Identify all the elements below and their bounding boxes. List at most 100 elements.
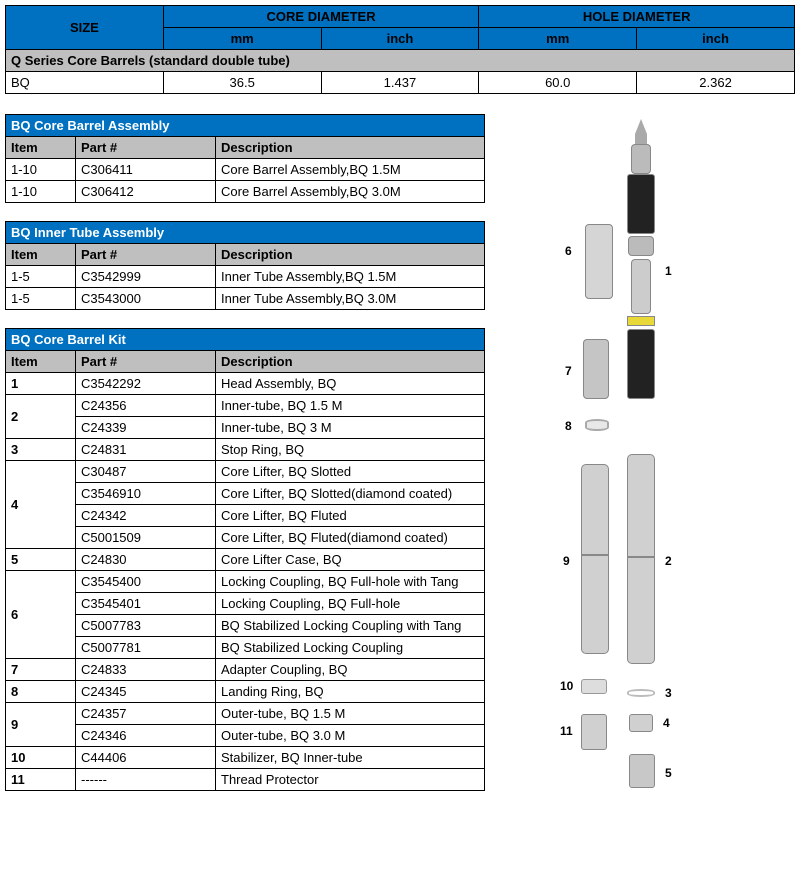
cell-desc: Core Barrel Assembly,BQ 3.0M: [216, 181, 485, 203]
kit-table: BQ Core Barrel Kit Item Part # Descripti…: [5, 328, 485, 791]
cell-desc: BQ Stabilized Locking Coupling: [216, 637, 485, 659]
col-part: Part #: [76, 351, 216, 373]
col-desc: Description: [216, 244, 485, 266]
tube-7: [583, 339, 609, 399]
col-desc: Description: [216, 351, 485, 373]
cell-item: 8: [6, 681, 76, 703]
cell-part: C24342: [76, 505, 216, 527]
inner-tube-2: [627, 454, 655, 664]
cell-part: C3546910: [76, 483, 216, 505]
table-row: C5007781BQ Stabilized Locking Coupling: [6, 637, 485, 659]
cell-item: 5: [6, 549, 76, 571]
yellow-band: [627, 316, 655, 326]
cell-desc: Inner-tube, BQ 1.5 M: [216, 395, 485, 417]
cell-item: 1-5: [6, 288, 76, 310]
cell-part: C24831: [76, 439, 216, 461]
exploded-diagram: 1 6 7 8 9 2 10 3 11 4 5: [505, 114, 785, 854]
head-mid: [628, 236, 654, 256]
hole-inch: 2.362: [637, 72, 795, 94]
assembly-table: BQ Core Barrel Assembly Item Part # Desc…: [5, 114, 485, 203]
cell-part: C5007781: [76, 637, 216, 659]
cell-item: 2: [6, 395, 76, 439]
cell-item: 7: [6, 659, 76, 681]
core-mm: 36.5: [163, 72, 321, 94]
label-7: 7: [565, 364, 572, 378]
cell-desc: Stop Ring, BQ: [216, 439, 485, 461]
table-row: 7C24833Adapter Coupling, BQ: [6, 659, 485, 681]
col-part: Part #: [76, 137, 216, 159]
cell-desc: Core Lifter, BQ Slotted(diamond coated): [216, 483, 485, 505]
stabilizer-10: [581, 679, 607, 694]
cell-item: 11: [6, 769, 76, 791]
cell-desc: Stabilizer, BQ Inner-tube: [216, 747, 485, 769]
cell-desc: Head Assembly, BQ: [216, 373, 485, 395]
label-11: 11: [560, 724, 573, 738]
outer-tube-9: [581, 464, 609, 654]
table-row: C5007783BQ Stabilized Locking Coupling w…: [6, 615, 485, 637]
cell-part: C44406: [76, 747, 216, 769]
size-table: SIZE CORE DIAMETER HOLE DIAMETER mm inch…: [5, 5, 795, 94]
hole-diameter-header: HOLE DIAMETER: [479, 6, 795, 28]
table-row: 3C24831Stop Ring, BQ: [6, 439, 485, 461]
cell-item: 1: [6, 373, 76, 395]
table-row: 6C3545400Locking Coupling, BQ Full-hole …: [6, 571, 485, 593]
head-black: [627, 174, 655, 234]
tip-part: [635, 119, 647, 144]
inner-title: BQ Inner Tube Assembly: [6, 222, 485, 244]
section-header: Q Series Core Barrels (standard double t…: [6, 50, 795, 72]
table-row: 4C30487Core Lifter, BQ Slotted: [6, 461, 485, 483]
lifter-4: [629, 714, 653, 732]
cell-part: C24830: [76, 549, 216, 571]
hole-mm: 60.0: [479, 72, 637, 94]
label-6: 6: [565, 244, 572, 258]
cell-part: C24833: [76, 659, 216, 681]
table-row: 10C44406Stabilizer, BQ Inner-tube: [6, 747, 485, 769]
cell-part: C3545400: [76, 571, 216, 593]
core-diameter-header: CORE DIAMETER: [163, 6, 479, 28]
cell-part: C3545401: [76, 593, 216, 615]
cell-desc: Outer-tube, BQ 3.0 M: [216, 725, 485, 747]
head-upper: [631, 144, 651, 174]
cell-desc: BQ Stabilized Locking Coupling with Tang: [216, 615, 485, 637]
cell-part: C306411: [76, 159, 216, 181]
cell-item: 9: [6, 703, 76, 747]
core-mm-header: mm: [163, 28, 321, 50]
col-item: Item: [6, 137, 76, 159]
case-5: [629, 754, 655, 788]
cell-desc: Inner-tube, BQ 3 M: [216, 417, 485, 439]
col-item: Item: [6, 244, 76, 266]
cell-item: 3: [6, 439, 76, 461]
tube-6: [585, 224, 613, 299]
table-row: C3545401Locking Coupling, BQ Full-hole: [6, 593, 485, 615]
table-row: 1C3542292Head Assembly, BQ: [6, 373, 485, 395]
size-name: BQ: [6, 72, 164, 94]
table-row: C24342Core Lifter, BQ Fluted: [6, 505, 485, 527]
cell-desc: Inner Tube Assembly,BQ 3.0M: [216, 288, 485, 310]
table-row: 1-10C306412Core Barrel Assembly,BQ 3.0M: [6, 181, 485, 203]
black-section-2: [627, 329, 655, 399]
core-inch-header: inch: [321, 28, 479, 50]
cell-desc: Locking Coupling, BQ Full-hole with Tang: [216, 571, 485, 593]
cell-desc: Outer-tube, BQ 1.5 M: [216, 703, 485, 725]
table-row: 1-10C306411Core Barrel Assembly,BQ 1.5M: [6, 159, 485, 181]
cell-desc: Core Lifter, BQ Fluted: [216, 505, 485, 527]
joint-2: [627, 556, 655, 558]
cell-desc: Inner Tube Assembly,BQ 1.5M: [216, 266, 485, 288]
hole-mm-header: mm: [479, 28, 637, 50]
inner-tube-table: BQ Inner Tube Assembly Item Part # Descr…: [5, 221, 485, 310]
table-row: 2C24356Inner-tube, BQ 1.5 M: [6, 395, 485, 417]
cell-item: 10: [6, 747, 76, 769]
cell-desc: Core Barrel Assembly,BQ 1.5M: [216, 159, 485, 181]
core-inch: 1.437: [321, 72, 479, 94]
cell-part: C30487: [76, 461, 216, 483]
label-1: 1: [665, 264, 672, 278]
table-row: C3546910Core Lifter, BQ Slotted(diamond …: [6, 483, 485, 505]
table-row: 11------Thread Protector: [6, 769, 485, 791]
label-4: 4: [663, 716, 670, 730]
cell-part: C24357: [76, 703, 216, 725]
cell-item: 1-5: [6, 266, 76, 288]
cell-part: ------: [76, 769, 216, 791]
cell-item: 4: [6, 461, 76, 549]
assembly-title: BQ Core Barrel Assembly: [6, 115, 485, 137]
cell-part: C3542999: [76, 266, 216, 288]
